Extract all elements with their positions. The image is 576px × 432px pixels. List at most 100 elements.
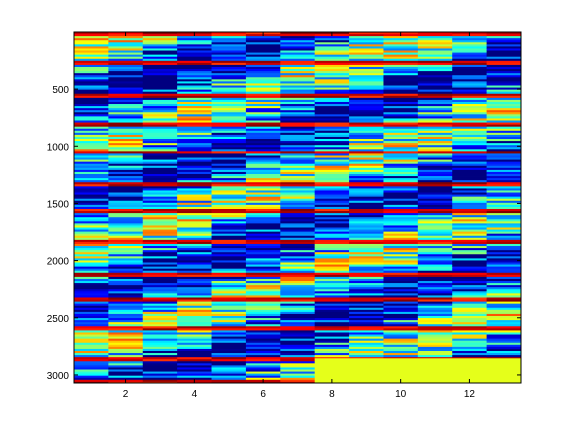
heatmap-cell — [280, 124, 316, 128]
heatmap-cell — [142, 313, 178, 317]
heatmap-cell — [280, 287, 316, 290]
heatmap-cell — [245, 357, 281, 360]
heatmap-cell — [314, 198, 350, 202]
heatmap-cell — [452, 202, 488, 206]
heatmap-cell — [452, 66, 488, 70]
heatmap-cell — [417, 97, 453, 101]
heatmap-cell — [486, 134, 522, 138]
heatmap-cell — [417, 145, 453, 148]
heatmap-cell — [74, 221, 109, 224]
heatmap-cell — [280, 77, 316, 80]
heatmap-cell — [142, 122, 178, 126]
heatmap-cell — [245, 353, 281, 356]
heatmap-cell — [314, 350, 350, 354]
heatmap-cell — [417, 194, 453, 198]
heatmap-cell — [108, 147, 144, 150]
heatmap-cell — [245, 274, 281, 278]
heatmap-cell — [486, 85, 522, 88]
heatmap-cell — [417, 252, 453, 255]
heatmap-cell — [280, 367, 316, 370]
heatmap-cell — [452, 332, 488, 335]
heatmap-cell — [142, 64, 178, 68]
heatmap-cell — [417, 278, 453, 282]
heatmap-cell — [383, 89, 419, 93]
heatmap-cell — [280, 145, 316, 148]
heatmap-cell — [349, 75, 384, 78]
heatmap-cell — [383, 213, 419, 216]
heatmap-cell — [74, 241, 109, 245]
heatmap-cell — [211, 124, 247, 128]
heatmap-cell — [245, 46, 281, 49]
x-tick-label: 6 — [260, 389, 266, 400]
heatmap-cell — [349, 167, 384, 171]
heatmap-cell — [177, 136, 212, 140]
heatmap-cell — [314, 328, 350, 331]
heatmap-cell — [211, 36, 247, 39]
heatmap-cell — [142, 192, 178, 195]
heatmap-cell — [108, 241, 144, 245]
heatmap-cell — [211, 176, 247, 179]
heatmap-cell — [245, 285, 281, 288]
heatmap-cell — [177, 355, 212, 358]
heatmap-cell — [245, 120, 281, 123]
heatmap-cell — [314, 293, 350, 296]
heatmap-cell — [314, 136, 350, 140]
heatmap-cell — [142, 132, 178, 136]
heatmap-cell — [177, 153, 212, 156]
heatmap-cell — [74, 225, 109, 228]
heatmap-cell — [108, 182, 144, 185]
heatmap-cell — [417, 161, 453, 165]
heatmap-cell — [452, 69, 488, 72]
heatmap-cell — [486, 233, 522, 237]
heatmap-cell — [314, 285, 350, 288]
heatmap-cell — [142, 178, 178, 181]
heatmap-cell — [452, 291, 488, 294]
heatmap-cell — [280, 83, 316, 86]
heatmap-cell — [486, 254, 522, 257]
heatmap-cell — [245, 206, 281, 210]
heatmap-cell — [211, 77, 247, 80]
heatmap-cell — [349, 213, 384, 216]
heatmap-cell — [211, 373, 247, 377]
heatmap-cell — [177, 85, 212, 88]
heatmap-cell — [177, 36, 212, 39]
heatmap-cell — [486, 81, 522, 84]
heatmap-cell — [177, 322, 212, 325]
heatmap-cell — [349, 141, 384, 144]
heatmap-cell — [177, 281, 212, 284]
heatmap-cell — [245, 190, 281, 193]
heatmap-cell — [142, 174, 178, 177]
heatmap-cell — [452, 36, 488, 39]
heatmap-cell — [383, 46, 419, 49]
heatmap-cell — [245, 305, 281, 309]
heatmap-cell — [177, 311, 212, 315]
heatmap-cell — [349, 250, 384, 253]
heatmap-cell — [108, 71, 144, 74]
heatmap-cell — [108, 163, 144, 167]
heatmap-cell — [211, 256, 247, 259]
heatmap-cell — [314, 268, 350, 272]
heatmap-cell — [74, 332, 109, 335]
heatmap-cell — [349, 48, 384, 51]
heatmap-cell — [383, 200, 419, 204]
heatmap-cell — [177, 367, 212, 370]
heatmap-cell — [349, 38, 384, 41]
heatmap-cell — [74, 182, 109, 185]
heatmap-cell — [177, 371, 212, 375]
heatmap-cell — [314, 260, 350, 263]
heatmap-cell — [245, 56, 281, 60]
heatmap-cell — [349, 252, 384, 255]
heatmap-cell — [452, 54, 488, 58]
heatmap-cell — [417, 250, 453, 253]
heatmap-cell — [314, 106, 350, 109]
heatmap-cell — [108, 89, 144, 93]
heatmap-cell — [177, 338, 212, 342]
heatmap-cell — [245, 272, 281, 276]
heatmap-cell — [452, 46, 488, 49]
heatmap-cell — [452, 56, 488, 60]
heatmap-cell — [280, 194, 316, 198]
heatmap-cell — [177, 299, 212, 302]
heatmap-cell — [245, 289, 281, 292]
heatmap-cell — [452, 149, 488, 152]
heatmap-cell — [314, 120, 350, 123]
